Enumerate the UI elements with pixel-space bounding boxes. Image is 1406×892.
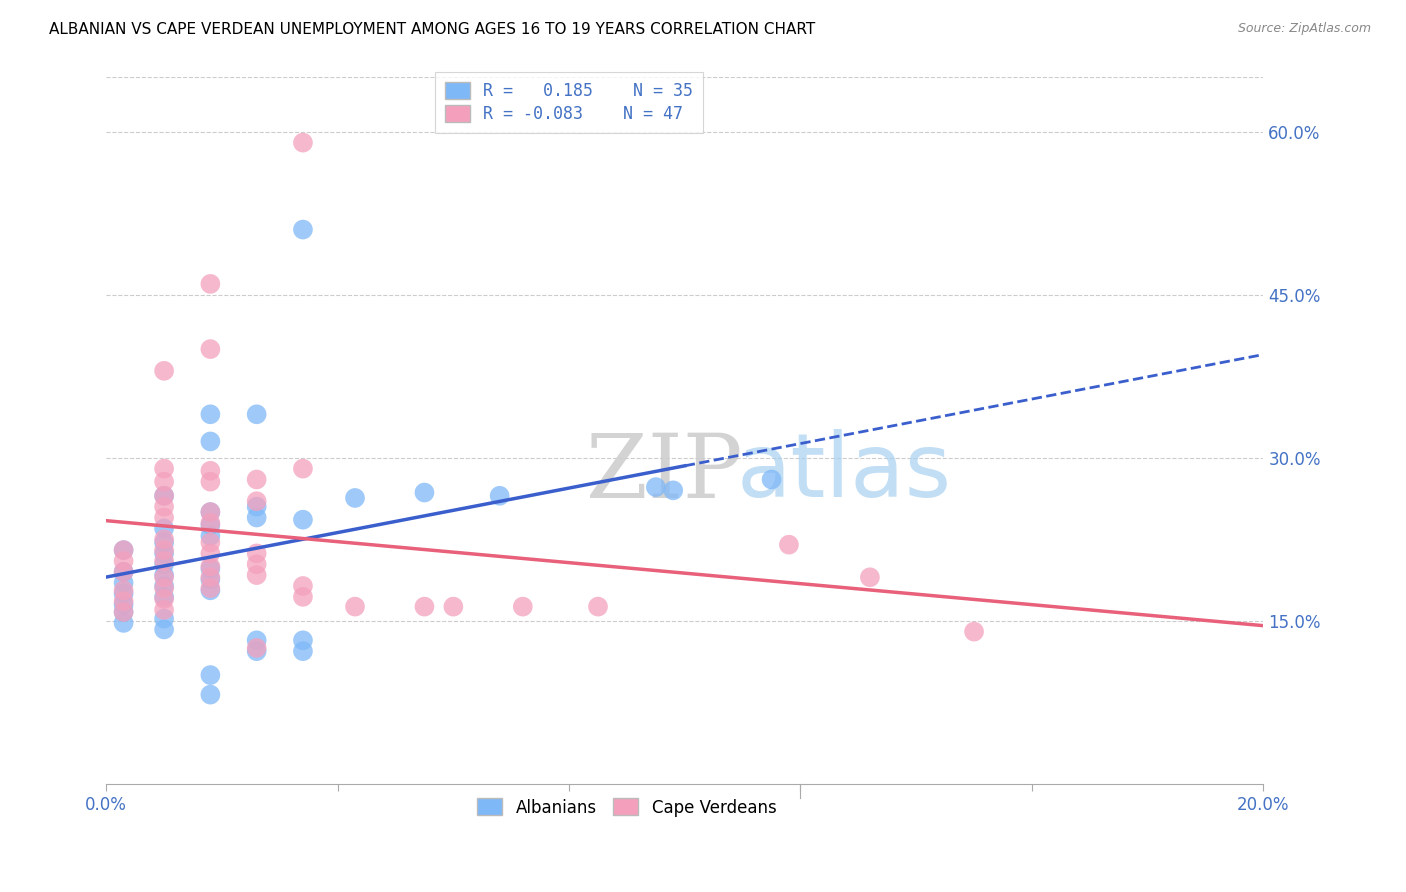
Point xyxy=(200,505,222,519)
Point xyxy=(246,568,269,582)
Point xyxy=(153,603,176,617)
Point xyxy=(246,558,269,572)
Point xyxy=(153,568,176,582)
Point xyxy=(153,510,176,524)
Point xyxy=(200,277,222,291)
Point xyxy=(246,407,269,421)
Point xyxy=(200,464,222,478)
Point xyxy=(153,611,176,625)
Point xyxy=(200,570,222,584)
Point xyxy=(153,592,176,607)
Point xyxy=(291,644,314,658)
Point xyxy=(662,483,685,498)
Point xyxy=(153,489,176,503)
Point xyxy=(112,583,135,598)
Point xyxy=(441,599,464,614)
Point xyxy=(586,599,609,614)
Point xyxy=(112,565,135,579)
Point xyxy=(112,605,135,619)
Point xyxy=(200,668,222,682)
Point xyxy=(153,579,176,593)
Point xyxy=(488,489,510,503)
Point xyxy=(291,461,314,475)
Point xyxy=(200,581,222,595)
Point xyxy=(153,581,176,595)
Point xyxy=(246,640,269,655)
Point xyxy=(413,485,436,500)
Point xyxy=(963,624,986,639)
Point xyxy=(153,623,176,637)
Point xyxy=(153,461,176,475)
Point xyxy=(200,342,222,356)
Point xyxy=(246,633,269,648)
Point xyxy=(112,565,135,579)
Point xyxy=(153,554,176,568)
Point xyxy=(112,615,135,630)
Point xyxy=(200,535,222,549)
Point xyxy=(112,543,135,558)
Point xyxy=(153,543,176,558)
Point xyxy=(153,535,176,549)
Point xyxy=(112,554,135,568)
Point xyxy=(153,500,176,514)
Point xyxy=(200,688,222,702)
Point xyxy=(200,434,222,449)
Point xyxy=(343,599,366,614)
Point xyxy=(859,570,882,584)
Point xyxy=(291,222,314,236)
Point xyxy=(200,529,222,543)
Point xyxy=(413,599,436,614)
Text: ALBANIAN VS CAPE VERDEAN UNEMPLOYMENT AMONG AGES 16 TO 19 YEARS CORRELATION CHAR: ALBANIAN VS CAPE VERDEAN UNEMPLOYMENT AM… xyxy=(49,22,815,37)
Point xyxy=(153,475,176,489)
Legend: Albanians, Cape Verdeans: Albanians, Cape Verdeans xyxy=(470,790,785,825)
Point xyxy=(778,538,800,552)
Point xyxy=(153,558,176,572)
Point xyxy=(291,590,314,604)
Point xyxy=(200,546,222,560)
Point xyxy=(246,546,269,560)
Point xyxy=(153,521,176,535)
Point xyxy=(153,546,176,560)
Point xyxy=(112,605,135,619)
Point xyxy=(200,475,222,489)
Point xyxy=(512,599,534,614)
Point xyxy=(200,573,222,587)
Point xyxy=(200,505,222,519)
Point xyxy=(153,364,176,378)
Point xyxy=(112,575,135,590)
Point xyxy=(112,598,135,612)
Point xyxy=(153,570,176,584)
Point xyxy=(200,516,222,530)
Text: ZIP: ZIP xyxy=(586,429,742,516)
Point xyxy=(246,510,269,524)
Point xyxy=(291,579,314,593)
Point xyxy=(246,494,269,508)
Point xyxy=(200,583,222,598)
Point xyxy=(112,586,135,600)
Point xyxy=(246,500,269,514)
Point xyxy=(246,644,269,658)
Point xyxy=(200,407,222,421)
Point xyxy=(200,559,222,574)
Point xyxy=(343,491,366,505)
Point xyxy=(153,590,176,604)
Point xyxy=(112,543,135,558)
Point xyxy=(153,533,176,547)
Text: atlas: atlas xyxy=(737,429,952,516)
Point xyxy=(291,136,314,150)
Point xyxy=(291,633,314,648)
Point xyxy=(291,513,314,527)
Point xyxy=(200,561,222,575)
Point xyxy=(761,473,783,487)
Point xyxy=(112,594,135,608)
Point xyxy=(153,489,176,503)
Point xyxy=(200,518,222,533)
Point xyxy=(644,480,666,494)
Text: Source: ZipAtlas.com: Source: ZipAtlas.com xyxy=(1237,22,1371,36)
Point xyxy=(246,473,269,487)
